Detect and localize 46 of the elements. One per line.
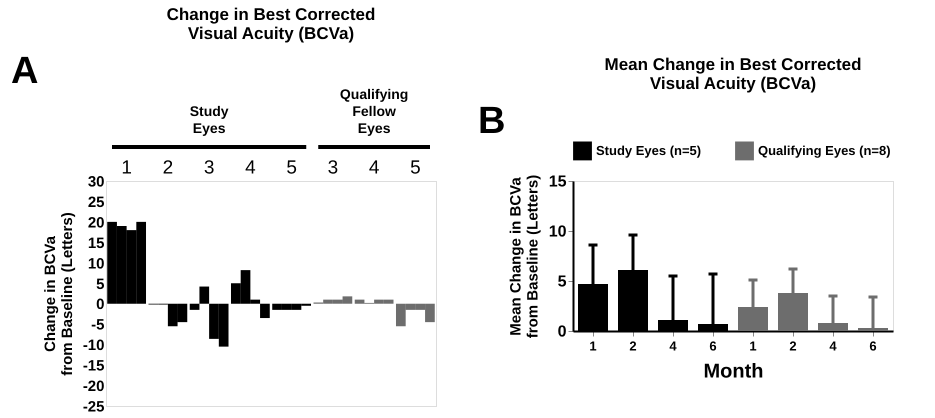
x-tick-label: 4 [245, 158, 256, 178]
text: Study Eyes [190, 103, 229, 136]
y-tick-label: -15 [82, 358, 104, 375]
x-tick-label: 5 [286, 158, 297, 178]
text: Qualifying Fellow Eyes [340, 86, 408, 136]
x-tick-label: 2 [789, 338, 797, 354]
y-tick-label: 15 [548, 174, 567, 190]
y-tick-label: 20 [88, 214, 104, 232]
y-tick-label: 0 [96, 296, 104, 314]
chart-title: Change in Best Corrected Visual Acuity (BCVa) [166, 5, 376, 43]
x-tick-label: 1 [749, 338, 757, 354]
chart-title: Mean Change in Best Corrected Visual Acuity (BCVa) [604, 55, 862, 93]
x-tick-label: 2 [162, 158, 174, 178]
y-tick-label: 5 [558, 274, 567, 290]
x-tick-label: 4 [829, 338, 838, 354]
x-tick-label: 1 [121, 158, 132, 178]
y-tick-label: 10 [88, 255, 104, 272]
legend-label: Qualifying Eyes (n=8) [758, 142, 891, 158]
y-tick-label: 30 [88, 174, 104, 190]
y-tick-label: 25 [88, 194, 104, 211]
x-tick-label: 6 [709, 338, 717, 354]
text: A [11, 50, 38, 92]
y-tick-label: -5 [91, 316, 104, 334]
x-tick-label: 4 [669, 338, 678, 354]
y-tick-label: -25 [82, 398, 104, 416]
x-tick-label: 4 [368, 158, 380, 178]
bar [190, 304, 200, 310]
legend-label: Study Eyes (n=5) [596, 142, 702, 158]
x-tick-label: 1 [589, 338, 597, 354]
x-tick-label: 5 [410, 158, 421, 178]
x-tick-label: 3 [328, 158, 338, 178]
y-tick-label: 10 [548, 224, 567, 240]
y-axis-title: Change in BCVa from Baseline (Letters) [42, 212, 76, 376]
y-tick-label: 5 [96, 276, 104, 293]
bar [199, 286, 210, 304]
y-tick-label: -20 [82, 378, 104, 396]
text: B [478, 100, 506, 142]
x-axis-title: Month [704, 360, 764, 382]
y-tick-label: -10 [82, 337, 104, 354]
x-tick-label: 3 [204, 158, 214, 178]
y-axis-title: Mean Change in BCVa from Baseline (Letters) [508, 174, 542, 338]
x-tick-label: 6 [869, 338, 877, 354]
y-tick-label: 0 [558, 324, 567, 340]
x-tick-label: 2 [629, 338, 637, 354]
bar [260, 304, 270, 318]
y-tick-label: 15 [88, 234, 104, 252]
